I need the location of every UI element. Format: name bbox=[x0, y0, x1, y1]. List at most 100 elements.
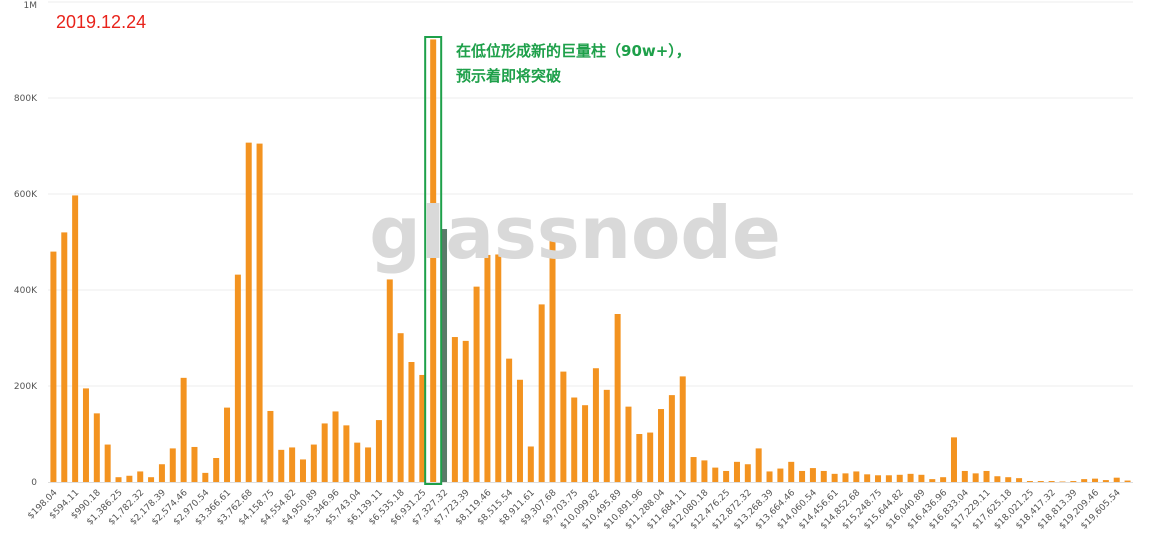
bar bbox=[961, 470, 968, 482]
annotation-line-1: 在低位形成新的巨量柱（90w+）， bbox=[456, 42, 691, 60]
y-tick-label: 1M bbox=[24, 1, 38, 11]
annotation-line-2: 预示着即将突破 bbox=[456, 67, 562, 85]
bar bbox=[375, 420, 382, 482]
bar bbox=[809, 468, 816, 482]
bar bbox=[126, 475, 133, 482]
x-axis-tick-labels: $198.04$594.11$990.18$1,386.25$1,782.32$… bbox=[26, 488, 1123, 532]
bar bbox=[668, 395, 675, 482]
glassnode-watermark: glassnode bbox=[369, 191, 781, 275]
bar bbox=[940, 477, 947, 482]
bar bbox=[614, 314, 621, 482]
bar bbox=[61, 232, 68, 482]
bar bbox=[202, 472, 209, 482]
bar bbox=[896, 474, 903, 482]
bar bbox=[723, 470, 730, 482]
y-tick-label: 0 bbox=[31, 478, 37, 488]
bar bbox=[636, 434, 643, 482]
bar bbox=[1102, 480, 1109, 482]
bar bbox=[1092, 478, 1099, 482]
y-tick-label: 400K bbox=[14, 286, 38, 296]
bar bbox=[245, 142, 252, 482]
bar bbox=[148, 477, 155, 482]
bar bbox=[169, 448, 176, 482]
bar bbox=[158, 464, 165, 482]
bar bbox=[332, 411, 339, 482]
bar bbox=[527, 446, 534, 482]
bar bbox=[1005, 477, 1012, 482]
bar bbox=[213, 458, 220, 482]
bar bbox=[907, 473, 914, 482]
bar bbox=[983, 470, 990, 482]
bar bbox=[310, 444, 317, 482]
bar bbox=[82, 388, 89, 482]
bar bbox=[571, 397, 578, 482]
bar bbox=[777, 468, 784, 482]
bar bbox=[397, 333, 404, 482]
bar bbox=[592, 368, 599, 482]
bar bbox=[267, 410, 274, 482]
bar bbox=[224, 407, 231, 482]
bar bbox=[299, 459, 306, 482]
bar bbox=[278, 449, 285, 482]
bar bbox=[1037, 481, 1044, 482]
bar bbox=[831, 473, 838, 482]
bar bbox=[365, 447, 372, 482]
bar bbox=[516, 379, 523, 482]
y-tick-label: 600K bbox=[14, 190, 38, 200]
bar bbox=[658, 409, 665, 482]
bar bbox=[549, 239, 556, 482]
bar bbox=[1048, 481, 1055, 482]
bar bbox=[647, 432, 654, 482]
bar bbox=[918, 474, 925, 482]
bar bbox=[419, 374, 426, 482]
breakout-annotation: 在低位形成新的巨量柱（90w+）， 预示着即将突破 bbox=[456, 39, 691, 89]
bar bbox=[441, 229, 448, 482]
bar bbox=[1113, 477, 1120, 482]
bar bbox=[462, 340, 469, 482]
bar bbox=[744, 464, 751, 482]
bar bbox=[1081, 479, 1088, 482]
bar bbox=[1016, 478, 1023, 482]
bar bbox=[451, 337, 458, 482]
bar bbox=[72, 195, 79, 482]
bar bbox=[733, 461, 740, 482]
bar bbox=[560, 371, 567, 482]
bar bbox=[875, 475, 882, 482]
bar bbox=[256, 143, 263, 482]
bar bbox=[853, 471, 860, 482]
bar bbox=[679, 376, 686, 482]
highlight-box bbox=[424, 36, 443, 485]
bar bbox=[972, 473, 979, 482]
bar bbox=[994, 476, 1001, 482]
bar bbox=[755, 448, 762, 482]
bar bbox=[690, 457, 697, 482]
bar bbox=[104, 444, 111, 482]
bar bbox=[506, 358, 513, 482]
y-tick-label: 800K bbox=[14, 94, 38, 104]
y-tick-label: 200K bbox=[14, 382, 38, 392]
bar bbox=[343, 425, 350, 482]
bar bbox=[950, 437, 957, 482]
bar bbox=[929, 479, 936, 482]
bar bbox=[473, 286, 480, 482]
bar bbox=[820, 470, 827, 482]
bar bbox=[538, 304, 545, 482]
bar bbox=[386, 279, 393, 482]
date-annotation: 2019.12.24 bbox=[56, 12, 147, 32]
bar bbox=[495, 254, 502, 482]
bar bbox=[1070, 481, 1077, 482]
bar bbox=[354, 442, 361, 482]
bar-series bbox=[50, 39, 1131, 482]
bar bbox=[321, 423, 328, 482]
bar bbox=[180, 377, 187, 482]
bar bbox=[885, 475, 892, 482]
bar bbox=[766, 471, 773, 482]
bar bbox=[408, 362, 415, 482]
bar bbox=[93, 413, 100, 482]
bar bbox=[137, 471, 144, 482]
bar bbox=[582, 405, 589, 482]
gridlines bbox=[48, 1, 1133, 483]
bar bbox=[484, 254, 491, 482]
bar bbox=[1026, 481, 1033, 482]
